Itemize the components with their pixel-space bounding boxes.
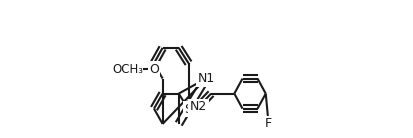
Text: F: F xyxy=(264,117,271,130)
Text: S: S xyxy=(184,103,192,116)
Text: OCH₃: OCH₃ xyxy=(112,63,143,76)
Text: N1: N1 xyxy=(197,72,214,85)
Text: O: O xyxy=(149,63,159,76)
Text: N2: N2 xyxy=(189,100,206,113)
